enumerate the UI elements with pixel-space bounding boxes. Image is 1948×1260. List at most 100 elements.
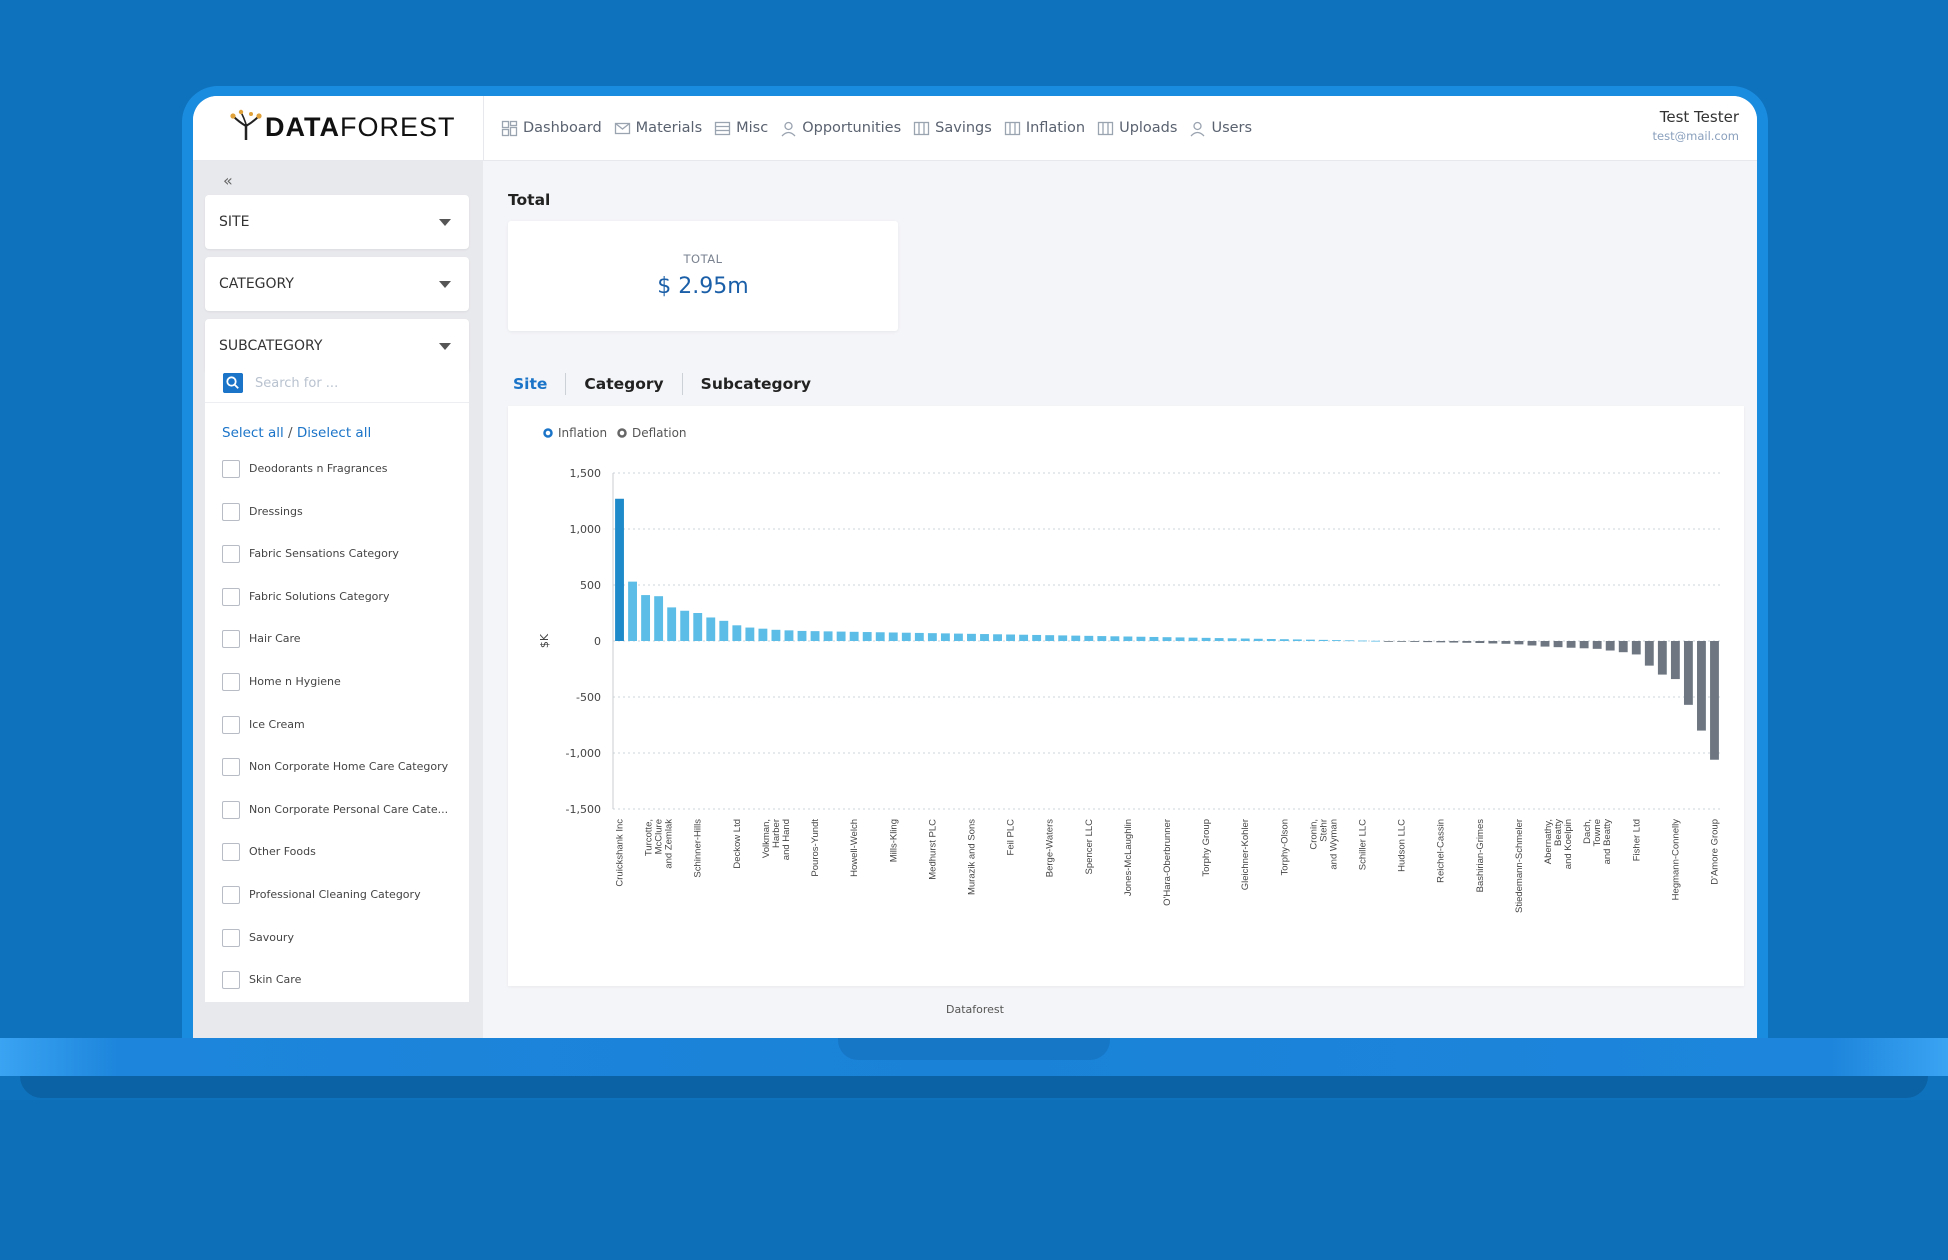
nav-uploads[interactable]: Uploads [1097,120,1177,137]
total-label: TOTAL [683,252,723,266]
subcategory-item[interactable]: Skin Care [222,971,448,1014]
subcategory-search-input[interactable] [253,371,457,395]
user-name: Test Tester [1659,108,1739,126]
tree-logo-icon [230,109,262,140]
checkbox[interactable] [222,758,240,777]
subcategory-item-label: Professional Cleaning Category [249,887,421,901]
checkbox[interactable] [222,672,240,691]
chart-bar [1618,641,1628,653]
subcategory-item[interactable]: Dressings [222,502,448,546]
chart-bar [654,596,664,641]
chart-bar [1253,638,1263,641]
chart-bar [1436,641,1446,643]
chart-bar [745,627,755,641]
chart-bar [1527,641,1537,646]
subcategory-item[interactable]: Professional Cleaning Category [222,885,448,929]
x-tick-label: and Zemlak [664,819,675,869]
x-tick-label: Turcotte, [644,819,655,856]
deselect-all-link[interactable]: Diselect all [296,425,372,441]
chart-bar [1697,641,1706,731]
search-row [205,362,469,403]
chart-bar [1149,636,1159,641]
x-tick-label: Hudson LLC [1397,819,1408,872]
subcategory-item[interactable]: Deodorants n Fragrances [222,460,448,503]
subcategory-item[interactable]: Home n Hygiene [222,672,448,716]
checkbox[interactable] [222,630,240,649]
chart-bar [1227,638,1237,641]
checkbox[interactable] [222,843,240,862]
nav-users[interactable]: Users [1189,120,1252,137]
y-tick-label: -1,500 [566,803,601,816]
checkbox[interactable] [222,800,240,819]
chart-tabs: Site Category Subcategory [513,373,829,395]
tab-site[interactable]: Site [513,375,548,393]
chart-bar [1097,636,1107,641]
x-tick-label: Harber [771,819,782,848]
chart-bar [1279,639,1289,641]
chart-bar [1019,634,1029,641]
chart-bar [940,633,950,641]
checkbox[interactable] [222,885,240,904]
subcategory-item[interactable]: Hair Care [222,630,448,673]
nav-savings[interactable]: Savings [913,120,992,137]
chart-bar [1266,638,1276,641]
nav-misc[interactable]: Misc [714,120,768,137]
chart-bar [758,628,768,641]
chart-bar [1514,641,1524,645]
select-all-link[interactable]: Select all [222,425,284,441]
chart-bar [1201,637,1211,641]
checkbox[interactable] [222,460,240,478]
checkbox[interactable] [222,971,240,990]
x-tick-label: Abernathy, [1543,819,1554,864]
subcategory-item[interactable]: Fabric Solutions Category [222,587,448,631]
x-tick-label: and Wyman [1328,819,1339,870]
x-tick-label: Stehr [1318,819,1329,842]
x-tick-label: Mills-Kling [888,819,899,862]
nav-label: Uploads [1119,120,1178,136]
nav-dashboard[interactable]: Dashboard [501,120,602,137]
checkbox[interactable] [222,545,240,564]
y-tick-label: 0 [594,635,601,648]
x-tick-label: and Hand [781,819,792,860]
nav-materials[interactable]: Materials [614,120,702,137]
chart-bar [1162,637,1172,641]
x-tick-label: Towne [1592,819,1603,846]
subcategory-item[interactable]: Fabric Sensations Category [222,545,448,588]
columns-icon [1004,121,1020,135]
user-icon [781,121,796,136]
chart-bar [849,631,859,641]
checkbox[interactable] [222,502,240,521]
subcategory-item[interactable]: Ice Cream [222,715,448,759]
search-icon[interactable] [223,373,243,393]
nav-label: Savings [935,120,992,136]
chart-bar [784,630,794,641]
tab-subcategory[interactable]: Subcategory [700,375,812,393]
chart-bar [1188,637,1198,641]
subcategory-item-label: Fabric Solutions Category [249,589,390,603]
checkbox[interactable] [222,928,240,947]
x-tick-label: Cruickshank Inc [615,819,626,887]
x-tick-label: Reichel-Cassin [1436,819,1447,883]
user-menu[interactable]: Test Tester test@mail.com [1653,108,1739,143]
nav-label: Users [1211,120,1253,136]
collapse-sidebar-icon[interactable]: « [223,171,233,190]
tab-divider [565,373,567,395]
site-filter-dropdown[interactable]: SITE [205,195,469,249]
subcategory-item-label: Other Foods [249,845,316,859]
subcategory-item[interactable]: Non Corporate Home Care Category [222,758,448,801]
checkbox[interactable] [222,715,240,734]
chart-bar [1423,641,1433,643]
nav-opportunities[interactable]: Opportunities [780,120,901,137]
nav-inflation[interactable]: Inflation [1004,120,1085,137]
chart-bar [1449,641,1459,643]
logo[interactable]: DATAFOREST [193,96,484,160]
subcategory-item[interactable]: Non Corporate Personal Care Cate... [222,800,448,844]
checkbox[interactable] [222,587,240,606]
nav-label: Dashboard [523,120,602,136]
chart-bar [1657,641,1667,675]
chart-bar [1214,638,1224,641]
subcategory-item[interactable]: Other Foods [222,843,448,886]
category-filter-dropdown[interactable]: CATEGORY [205,257,469,311]
tab-category[interactable]: Category [584,375,664,393]
subcategory-item[interactable]: Savoury [222,928,448,972]
